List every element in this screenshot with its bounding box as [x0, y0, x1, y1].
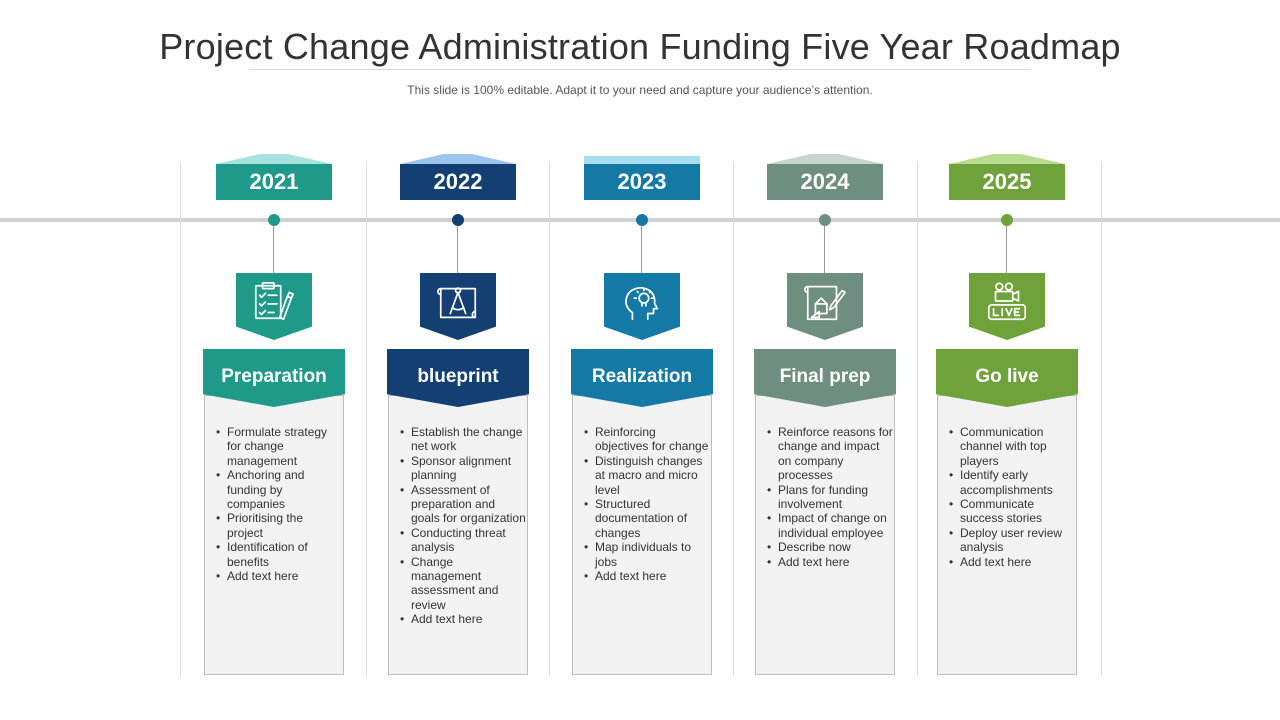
year-label: 2021: [216, 164, 332, 200]
timeline-connector: [273, 226, 274, 273]
icon-badge: [420, 273, 496, 340]
column-divider: [366, 162, 367, 676]
slide-subtitle: This slide is 100% editable. Adapt it to…: [407, 83, 873, 97]
bullet-item: Map individuals to jobs: [584, 540, 710, 569]
column-divider: [180, 162, 181, 676]
year-tab-cap: [400, 154, 516, 164]
bullet-item: Plans for funding involvement: [767, 483, 893, 512]
year-label: 2024: [767, 164, 883, 200]
year-tab-cap: [767, 154, 883, 164]
timeline-connector: [1006, 226, 1007, 273]
bullet-item: Formulate strategy for change management: [216, 425, 342, 468]
column-divider: [917, 162, 918, 676]
bullet-item: Structured documentation of changes: [584, 497, 710, 540]
phase-bullets: Formulate strategy for change management…: [216, 425, 342, 584]
bullet-item: Conducting threat analysis: [400, 526, 526, 555]
timeline-connector: [824, 226, 825, 273]
timeline-connector: [641, 226, 642, 273]
icon-badge: [969, 273, 1045, 340]
year-tab-cap: [584, 156, 700, 164]
bullet-item: Distinguish changes at macro and micro l…: [584, 454, 710, 497]
bullet-item: Describe now: [767, 540, 893, 555]
bullet-item: Change management assessment and review: [400, 555, 526, 613]
phase-banner: Preparation: [203, 349, 345, 407]
timeline-dot: [819, 214, 831, 226]
icon-badge: [787, 273, 863, 340]
roadmap-column-2024: 2024 Final prep Reinforce reasons for ch…: [725, 0, 909, 720]
bullet-item: Anchoring and funding by companies: [216, 468, 342, 511]
phase-bullets: Establish the change net work Sponsor al…: [400, 425, 526, 627]
phase-bullets: Reinforce reasons for change and impact …: [767, 425, 893, 569]
phase-bullets: Communication channel with top players I…: [949, 425, 1075, 569]
bullet-item: Identify early accomplishments: [949, 468, 1075, 497]
bullet-item: Add text here: [216, 569, 342, 584]
year-label: 2023: [584, 164, 700, 200]
bullet-item: Add text here: [400, 612, 526, 627]
bullet-item: Identification of benefits: [216, 540, 342, 569]
blueprint-pencil-icon: [804, 285, 846, 321]
year-label: 2022: [400, 164, 516, 200]
phase-banner: Go live: [936, 349, 1078, 407]
bullet-item: Impact of change on individual employee: [767, 511, 893, 540]
timeline-dot: [1001, 214, 1013, 226]
bullet-item: Add text here: [767, 555, 893, 570]
bullet-item: Add text here: [584, 569, 710, 584]
bullet-item: Reinforce reasons for change and impact …: [767, 425, 893, 483]
bullet-item: Deploy user review analysis: [949, 526, 1075, 555]
bullet-item: Sponsor alignment planning: [400, 454, 526, 483]
bullet-item: Prioritising the project: [216, 511, 342, 540]
live-video-icon: [987, 282, 1027, 321]
blueprint-compass-icon: [437, 287, 477, 319]
column-divider: [1101, 162, 1102, 676]
year-label: 2025: [949, 164, 1065, 200]
timeline-dot: [268, 214, 280, 226]
bullet-item: Add text here: [949, 555, 1075, 570]
head-lightbulb-icon: [625, 287, 659, 321]
year-tab-cap: [216, 154, 332, 164]
phase-banner: Final prep: [754, 349, 896, 407]
column-divider: [733, 162, 734, 676]
phase-banner: blueprint: [387, 349, 529, 407]
icon-badge: [236, 273, 312, 340]
bullet-item: Communicate success stories: [949, 497, 1075, 526]
roadmap-column-2025: 2025 Go live Communication channel with …: [907, 0, 1091, 720]
slide-title: Project Change Administration Funding Fi…: [159, 26, 1121, 67]
bullet-item: Communication channel with top players: [949, 425, 1075, 468]
timeline-connector: [457, 226, 458, 273]
bullet-item: Reinforcing objectives for change: [584, 425, 710, 454]
year-tab-cap: [949, 154, 1065, 164]
bullet-item: Assessment of preparation and goals for …: [400, 483, 526, 526]
phase-bullets: Reinforcing objectives for change Distin…: [584, 425, 710, 584]
roadmap-column-2023: 2023 Realization Reinforcing objectives …: [542, 0, 726, 720]
title-underline: [250, 69, 1030, 70]
phase-banner: Realization: [571, 349, 713, 407]
roadmap-column-2021: 2021 Preparation Formulate strategy for …: [174, 0, 358, 720]
icon-badge: [604, 273, 680, 340]
timeline-dot: [452, 214, 464, 226]
checklist-clipboard-icon: [254, 281, 295, 321]
timeline-dot: [636, 214, 648, 226]
column-divider: [549, 162, 550, 676]
bullet-item: Establish the change net work: [400, 425, 526, 454]
roadmap-column-2022: 2022 blueprint Establish the change net …: [358, 0, 542, 720]
